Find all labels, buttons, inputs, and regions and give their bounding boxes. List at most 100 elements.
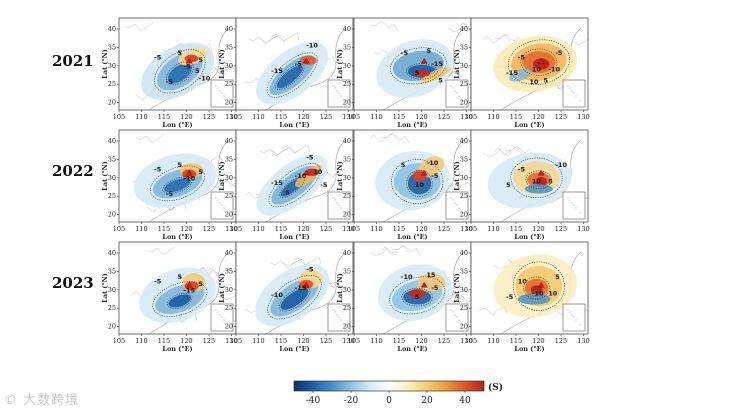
contour-line (523, 276, 550, 300)
province-boundary (458, 22, 471, 31)
target-marker (420, 169, 428, 176)
contour-label: 5 (438, 76, 443, 84)
contour-line (525, 170, 553, 189)
colorbar-bar (293, 380, 485, 392)
lon-tick-label: 110 (135, 337, 147, 345)
inset-island (450, 197, 452, 199)
inset-island (221, 204, 223, 206)
lon-tick-label: 130 (342, 225, 354, 233)
inset-island (579, 212, 581, 214)
lon-tick-label: 125 (438, 337, 450, 345)
contour-label: -10 (295, 172, 307, 180)
lon-tick-label: 115 (510, 113, 522, 121)
lat-tick-label: 30 (343, 62, 351, 70)
lat-tick-label: 35 (460, 267, 468, 275)
map-field: -10 -15 -5 (244, 27, 353, 110)
lat-tick-label: 20 (108, 323, 116, 331)
contour-label: -10 (271, 291, 283, 299)
lat-tick-label: 20 (225, 211, 233, 219)
contour-label: 5 (199, 56, 204, 64)
inset-island (215, 197, 217, 199)
lon-tick-label: 130 (460, 337, 472, 345)
contour-label: 10 (415, 181, 425, 189)
target-marker (420, 57, 428, 64)
contour-label: 5 (415, 69, 420, 77)
province-boundary (571, 37, 588, 46)
inset-island (573, 316, 575, 318)
lat-tick-label: 35 (108, 267, 116, 275)
lat-tick-label: 25 (108, 304, 116, 312)
contour-label: -5 (166, 190, 174, 198)
inset-island (573, 204, 575, 206)
lon-tick-label: 110 (252, 225, 264, 233)
contour-label: -10 (401, 273, 413, 281)
lat-tick-label: 25 (343, 304, 351, 312)
inset-island (332, 309, 334, 311)
inset-island (575, 207, 577, 209)
x-axis-label: Lon (°E) (514, 121, 544, 129)
contour-label: -15 (183, 287, 195, 295)
lon-tick-label: 130 (577, 225, 589, 233)
inset-island (450, 85, 452, 87)
lat-tick-label: 25 (108, 192, 116, 200)
contour-label: -5 (506, 293, 514, 301)
contour-label: -5 (295, 60, 303, 68)
lon-tick-label: 105 (113, 337, 125, 345)
inset-island (338, 204, 340, 206)
lon-tick-label: 120 (180, 225, 192, 233)
inset-island (219, 90, 221, 92)
lat-tick-label: 40 (343, 137, 351, 145)
lat-tick-label: 25 (225, 304, 233, 312)
inset-island (223, 319, 225, 321)
x-axis-label: Lon (°E) (514, 233, 544, 241)
inset-island (452, 87, 454, 89)
contour-label: -5 (320, 181, 328, 189)
contour-label: 5 (427, 47, 432, 55)
lat-tick-label: 35 (343, 43, 351, 51)
lon-tick-label: 130 (460, 113, 472, 121)
inset-island (458, 207, 460, 209)
contour-line (401, 288, 433, 307)
inset-island (334, 311, 336, 313)
lat-tick-label: 35 (460, 155, 468, 163)
lat-tick-label: 35 (225, 267, 233, 275)
province-boundary (458, 139, 471, 145)
x-axis-label: Lon (°E) (397, 345, 427, 353)
target-marker (537, 57, 545, 64)
inset-island (569, 199, 571, 201)
inset-island (217, 199, 219, 201)
inset-island (221, 316, 223, 318)
x-axis-label: Lon (°E) (162, 121, 192, 129)
map-panel-2021-3: -5 5 5 -15 5 105 110 115 120 125 130 20 25 30 35 40 Lon … (336, 17, 473, 129)
inset-island (217, 87, 219, 89)
sensitivity-region (184, 54, 199, 63)
province-boundary (504, 145, 534, 157)
contour-label: -15 (431, 60, 443, 68)
x-axis-label: Lon (°E) (162, 345, 192, 353)
lat-tick-label: 20 (343, 211, 351, 219)
lon-tick-label: 110 (370, 337, 382, 345)
lon-tick-label: 120 (415, 337, 427, 345)
lon-tick-label: 105 (348, 225, 360, 233)
sensitivity-region (408, 288, 426, 299)
lon-tick-label: 105 (465, 225, 477, 233)
inset-island (567, 197, 569, 199)
sensitivity-region (280, 288, 309, 310)
contour-line (520, 48, 558, 76)
sensitivity-region (533, 58, 550, 70)
lat-tick-label: 40 (108, 25, 116, 33)
lat-tick-label: 40 (108, 249, 116, 257)
lon-tick-label: 130 (460, 225, 472, 233)
inset-island (567, 309, 569, 311)
sensitivity-region (167, 63, 193, 84)
lat-tick-label: 40 (460, 249, 468, 257)
inset-island (456, 92, 458, 94)
inset-island (454, 202, 456, 204)
contour-line (150, 165, 205, 202)
x-axis-label: Lon (°E) (279, 121, 309, 129)
inset-island (338, 316, 340, 318)
lat-tick-label: 30 (343, 174, 351, 182)
